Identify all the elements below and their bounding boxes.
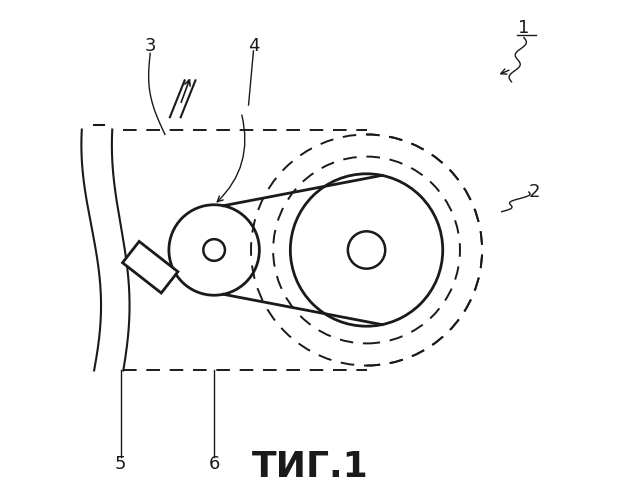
Text: 5: 5 (115, 455, 126, 473)
Text: 1: 1 (518, 19, 529, 37)
Text: 3: 3 (144, 37, 156, 55)
Bar (123, 242, 178, 293)
Text: ΤИГ.1: ΤИГ.1 (252, 450, 368, 484)
Text: 4: 4 (248, 37, 259, 55)
Text: 2: 2 (529, 183, 540, 201)
Text: 6: 6 (208, 455, 220, 473)
